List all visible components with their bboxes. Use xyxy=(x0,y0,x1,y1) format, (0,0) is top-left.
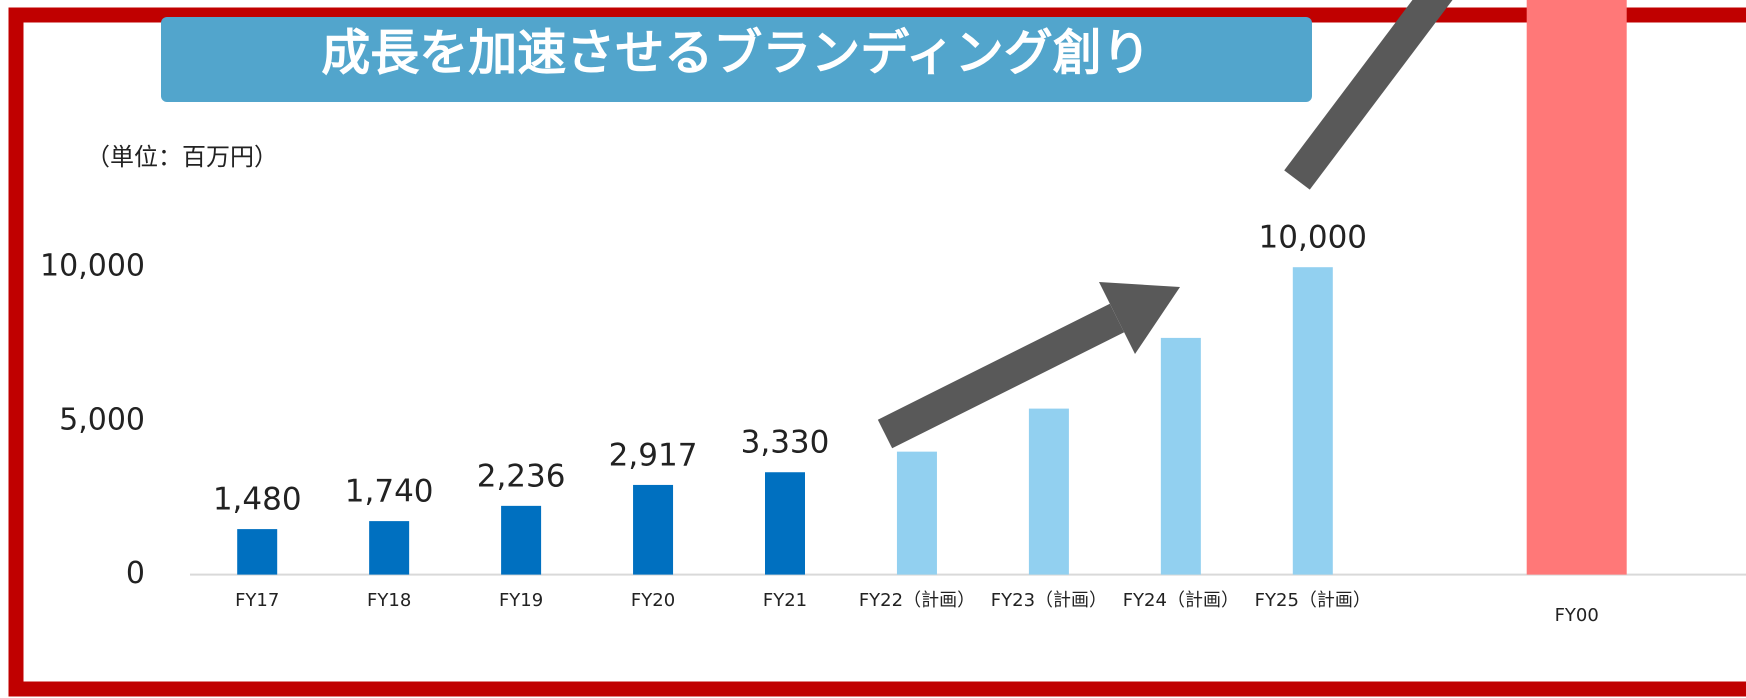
bar xyxy=(1292,267,1333,575)
bar xyxy=(1160,337,1201,575)
bar xyxy=(1526,0,1627,575)
value-label: 10,000 xyxy=(1259,220,1367,256)
x-tick-label: FY00 xyxy=(1555,605,1599,626)
x-tick-label: FY17 xyxy=(235,590,279,611)
y-tick-label: 0 xyxy=(126,556,145,591)
x-tick-label: FY20 xyxy=(631,590,675,611)
bar xyxy=(633,484,674,575)
value-label: 2,917 xyxy=(609,437,698,473)
plot: 0 5,000 10,000 FY17 1,480 FY18 1,740 FY19 2,236 F… xyxy=(40,0,1746,626)
value-label: 2,236 xyxy=(477,458,566,494)
x-tick-label: FY23（計画） xyxy=(991,590,1107,611)
y-tick-label: 5,000 xyxy=(59,402,145,437)
title-box xyxy=(161,17,1312,102)
unit-label: （単位：百万円） xyxy=(86,143,278,171)
bar xyxy=(765,472,805,575)
arrow-shaft xyxy=(877,303,1125,449)
bar xyxy=(1028,408,1069,575)
value-label: 1,740 xyxy=(345,474,434,510)
arrow-head xyxy=(1099,282,1180,354)
arrow-shaft xyxy=(1284,0,1453,190)
x-tick-label: FY24（計画） xyxy=(1123,590,1239,611)
y-tick-label: 10,000 xyxy=(40,249,145,284)
value-label: 1,480 xyxy=(213,482,302,518)
x-tick-label: FY25（計画） xyxy=(1255,590,1371,611)
x-tick-label: FY18 xyxy=(367,590,411,611)
bar xyxy=(501,505,542,575)
x-tick-label: FY21 xyxy=(763,590,807,611)
bar xyxy=(237,529,278,575)
frame xyxy=(8,7,1746,697)
x-tick-label: FY19 xyxy=(499,590,543,611)
bar xyxy=(896,451,937,575)
x-tick-label: FY22（計画） xyxy=(859,590,975,611)
chart-title: 成長を加速させるブランディング創り xyxy=(321,25,1151,82)
value-label: 3,330 xyxy=(741,425,830,461)
bar xyxy=(369,521,410,575)
